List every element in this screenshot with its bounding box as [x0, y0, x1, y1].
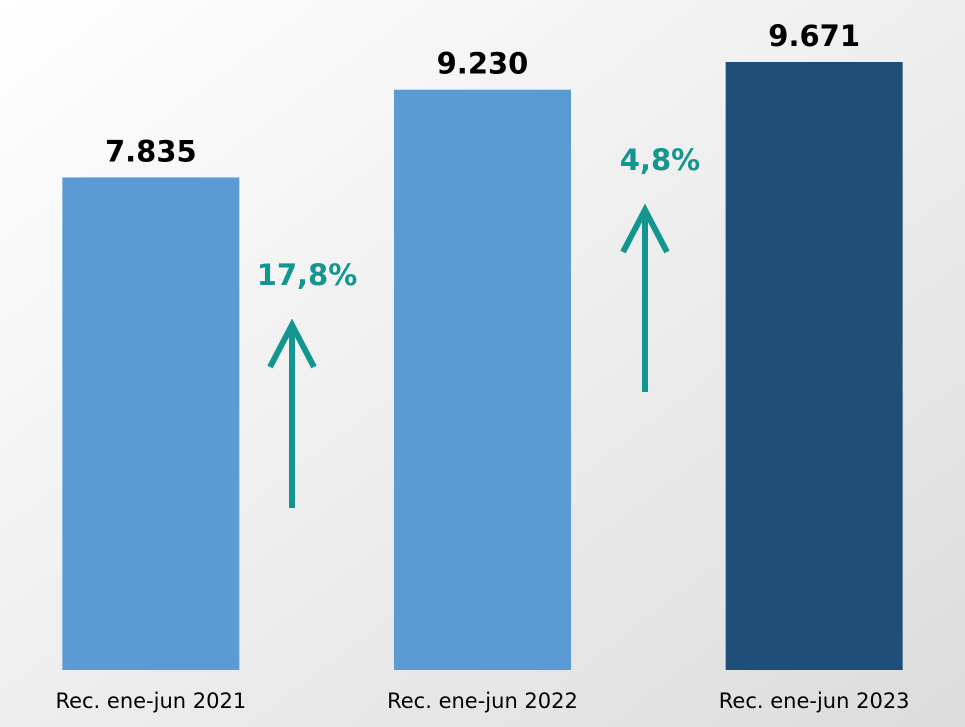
- value-label: 9.230: [437, 47, 529, 81]
- x-tick-label: Rec. ene-jun 2022: [387, 689, 578, 713]
- bar: [394, 90, 571, 670]
- page: {"chart_data": {"type": "bar", "categori…: [0, 0, 965, 727]
- bar: [62, 177, 239, 670]
- chart: 7.835 Rec. ene-jun 2021 9.230 Rec. ene-jun …: [0, 0, 965, 727]
- bar: [726, 62, 903, 670]
- x-tick-label: Rec. ene-jun 2021: [55, 689, 246, 713]
- growth-annotation: 4,8%: [620, 143, 700, 177]
- x-tick-label: Rec. ene-jun 2023: [719, 689, 910, 713]
- value-label: 7.835: [105, 134, 197, 168]
- growth-annotation: 17,8%: [257, 258, 358, 292]
- value-label: 9.671: [768, 19, 860, 53]
